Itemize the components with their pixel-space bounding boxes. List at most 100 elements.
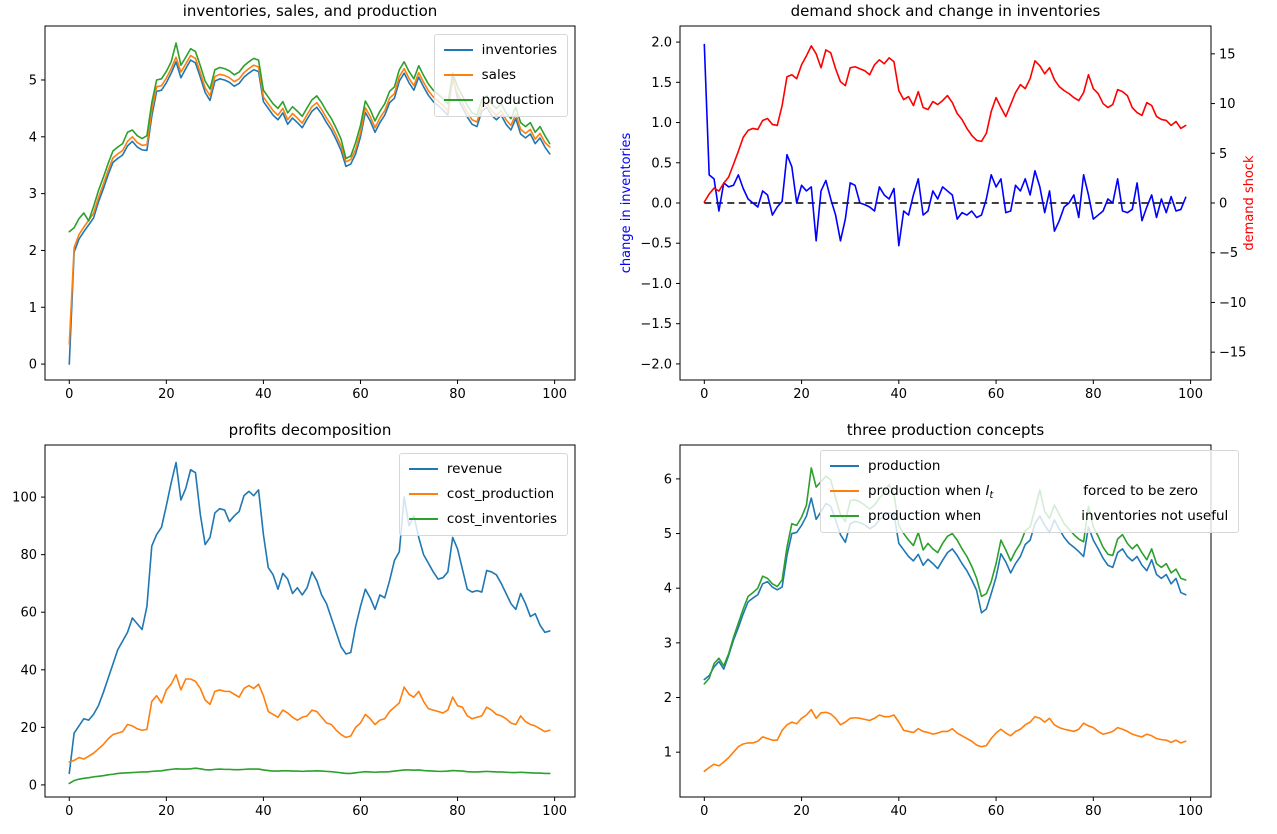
y-tick-label: 2 — [29, 244, 37, 259]
x-tick-label: 0 — [65, 387, 73, 402]
legend-label-gap — [993, 491, 1083, 492]
plot-area: 0 20 40 60 80 100 0 1 2 3 4 5 — [29, 25, 576, 402]
legend-label: inventories not useful — [1081, 507, 1229, 524]
y-tick-label-right: 0 — [1219, 197, 1227, 212]
x-tick-label: 20 — [158, 387, 175, 402]
y-tick-label: 80 — [20, 548, 37, 563]
x-tick-label: 80 — [1085, 387, 1102, 402]
x-tick-label: 40 — [891, 804, 908, 819]
plot-title: three production concepts — [846, 421, 1045, 439]
y-tick-label: −1.5 — [640, 317, 672, 332]
y-axis-right: 15 10 5 0 −5 −10 −15 — [1211, 47, 1246, 361]
y-tick-label: 0 — [29, 358, 37, 373]
legend-label: production — [868, 458, 941, 474]
x-axis: 0 20 40 60 80 100 — [65, 797, 567, 819]
y-tick-label: 2 — [664, 691, 672, 706]
legend-swatch-line — [443, 74, 473, 77]
y-axis-label-right: demand shock — [1242, 155, 1257, 251]
x-tick-label: 40 — [255, 804, 272, 819]
axes-frame — [44, 25, 576, 381]
legend-item: production — [830, 458, 1228, 475]
y-tick-label: 6 — [664, 472, 672, 487]
plot-title: demand shock and change in inventories — [790, 2, 1101, 20]
y-tick-label-right: 5 — [1219, 147, 1227, 162]
y-tick-label-right: −15 — [1219, 346, 1246, 361]
x-tick-label: 100 — [542, 804, 567, 819]
y-tick-label: 3 — [664, 636, 672, 651]
legend-item: production — [443, 91, 557, 109]
y-tick-label: 0.0 — [651, 197, 672, 212]
x-tick-label: 60 — [988, 387, 1005, 402]
legend-item: revenue — [408, 461, 557, 478]
y-tick-label: 40 — [20, 663, 37, 678]
y-tick-label: 2.0 — [651, 36, 672, 51]
series-lines — [68, 461, 551, 785]
y-tick-label-right: 15 — [1219, 47, 1236, 62]
y-tick-label: −0.5 — [640, 237, 672, 252]
y-tick-label: 4 — [664, 582, 672, 597]
y-axis-left: 2.0 1.5 1.0 0.5 0.0 −0.5 −1.0 −1.5 −2.0 — [640, 36, 680, 372]
legend-item: inventories — [443, 42, 557, 59]
x-tick-label: 0 — [700, 804, 708, 819]
y-tick-label: −2.0 — [640, 357, 672, 372]
y-tick-label: −1.0 — [640, 277, 672, 292]
legend-label-gap — [981, 516, 1081, 517]
plot-title: profits decomposition — [228, 421, 392, 439]
y-axis-label-left: change in inventories — [619, 133, 634, 274]
legend-item: sales — [443, 67, 557, 84]
x-tick-label: 0 — [65, 804, 73, 819]
plot-area: 0 20 40 60 80 1002.01.51.00.50.0−0.5−1.0−1.5−… — [619, 25, 1257, 402]
y-axis-left: 0 1 2 3 4 5 — [29, 73, 45, 373]
y-tick-label: 60 — [20, 606, 37, 621]
legend: inventories sales production — [433, 34, 568, 117]
y-tick-label: 0.5 — [651, 156, 672, 171]
y-tick-label: 1 — [29, 301, 37, 316]
x-tick-label: 100 — [1178, 804, 1203, 819]
legend-label: production when — [868, 482, 986, 499]
plot-area: 0 20 40 60 80 100 0 20 40 60 80 100 — [12, 444, 576, 819]
y-tick-label: 20 — [20, 721, 37, 736]
subplot-demand-shock-change-inventories: demand shock and change in inventories 0… — [619, 4, 1257, 403]
x-tick-label: 0 — [700, 387, 708, 402]
y-tick-label: 3 — [29, 187, 37, 202]
x-tick-label: 80 — [449, 804, 466, 819]
x-tick-label: 60 — [352, 804, 369, 819]
line-production-when-inventories-not-useful — [703, 467, 1187, 685]
legend-swatch-line — [830, 515, 859, 518]
y-tick-label: 0 — [29, 778, 37, 793]
x-tick-label: 40 — [891, 387, 908, 402]
legend-item: production when inventories not useful — [830, 508, 1228, 525]
series-lines — [703, 467, 1187, 773]
line-production-when-i-t-forced-to-be-zero — [703, 708, 1187, 773]
legend: revenue cost_production cost_inventories — [398, 453, 568, 536]
line-change-in-inventories — [703, 43, 1187, 247]
legend-label: production — [481, 91, 555, 108]
legend-label: forced to be zero — [1083, 482, 1199, 499]
axes-frame — [679, 444, 1212, 798]
y-tick-label-right: −5 — [1219, 246, 1238, 261]
line-revenue — [68, 461, 551, 775]
line-production — [703, 497, 1187, 681]
axes-frame — [44, 444, 576, 798]
legend-item: cost_production — [408, 486, 557, 503]
legend-swatch-line — [408, 493, 438, 496]
line-cost-inventories — [68, 767, 551, 785]
x-axis: 0 20 40 60 80 100 — [700, 797, 1203, 819]
x-tick-label: 80 — [449, 387, 466, 402]
legend-swatch-line — [408, 518, 438, 521]
x-tick-label: 20 — [793, 387, 810, 402]
line-demand-shock — [703, 45, 1187, 203]
legend-swatch-line — [443, 49, 473, 52]
x-tick-label: 80 — [1085, 804, 1102, 819]
y-tick-label: 1.0 — [651, 116, 672, 131]
y-tick-label: 5 — [29, 73, 37, 88]
series-lines — [703, 43, 1187, 247]
subplot-three-production-concepts: three production concepts 0 20 40 60 80 100 1 2… — [664, 423, 1240, 819]
legend-item: production when It forced to be zero — [830, 482, 1228, 501]
x-axis: 0 20 40 60 80 100 — [700, 380, 1203, 402]
legend-label: inventories — [481, 42, 557, 58]
subplot-profits-decomposition: profits decomposition 0 20 40 60 80 100 0 20 40 6… — [12, 423, 576, 819]
plot-area: 0 20 40 60 80 100 1 2 3 4 5 6 — [664, 444, 1212, 819]
x-tick-label: 20 — [793, 804, 810, 819]
legend-label-math: It — [985, 482, 994, 501]
